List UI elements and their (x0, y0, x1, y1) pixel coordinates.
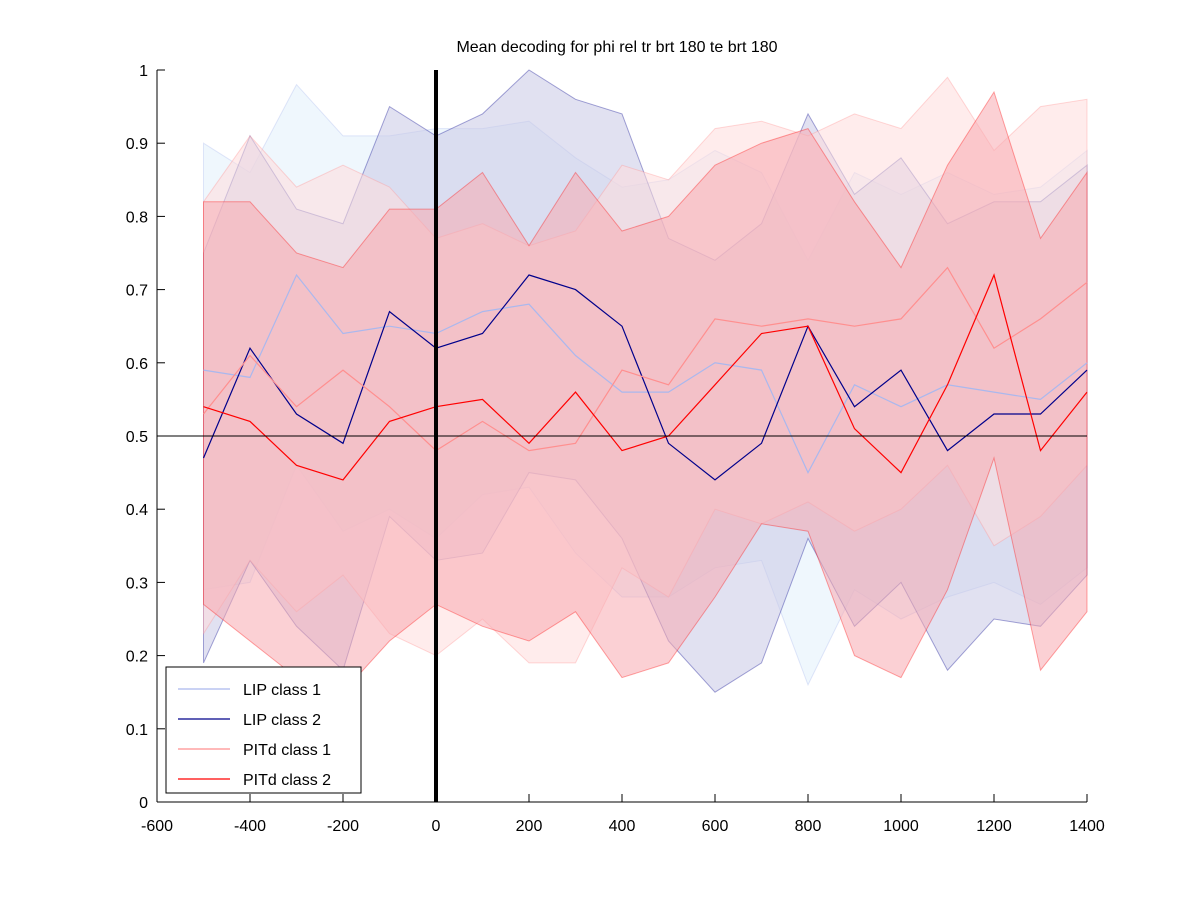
pitd-class-1-legend-label: PITd class 1 (243, 742, 331, 759)
reference-lines (157, 70, 1087, 802)
y-tick-label: 0.6 (126, 356, 148, 373)
legend-box (165, 666, 362, 794)
x-tick-label: 1200 (976, 818, 1012, 835)
x-tick-label: 1000 (883, 818, 919, 835)
y-tick-label: 0.2 (126, 649, 148, 666)
y-tick-label: 1 (139, 63, 148, 80)
x-tick-label: 200 (516, 818, 543, 835)
y-tick-label: 0.4 (126, 502, 148, 519)
axes: -600 -400 -200 0 200 400 600 800 1000 1200 1400 0 0.… (126, 63, 1105, 835)
confidence-bands (203, 69, 1088, 693)
y-tick-label: 0.3 (126, 575, 148, 592)
y-tick-label: 0.8 (126, 209, 148, 226)
y-tick-label: 0.7 (126, 283, 148, 300)
y-tick-label: 0.9 (126, 136, 148, 153)
x-tick-label: 0 (432, 818, 441, 835)
lip-class-1-legend-label: LIP class 1 (243, 682, 321, 699)
x-tick-label: 800 (795, 818, 822, 835)
x-tick-label: 600 (702, 818, 729, 835)
y-tick-label: 0.1 (126, 722, 148, 739)
x-tick-label: 400 (609, 818, 636, 835)
x-tick-label: -400 (234, 818, 266, 835)
chart-title: Mean decoding for phi rel tr brt 180 te … (456, 39, 777, 56)
pitd-class-1-line (203, 266, 1088, 452)
legend: LIP class 1 LIP class 2 PITd class 1 PITd c… (165, 666, 362, 794)
y-tick-label: 0.5 (126, 429, 148, 446)
x-tick-label: -600 (141, 818, 173, 835)
lip-class-2-legend-label: LIP class 2 (243, 712, 321, 729)
series-lines (202, 266, 1088, 481)
y-tick-label: 0 (139, 795, 148, 812)
x-tick-label: -200 (327, 818, 359, 835)
lip-class-1-line (203, 273, 1088, 474)
pitd-class-2-legend-label: PITd class 2 (243, 772, 331, 789)
pitd-class-2-line (203, 273, 1088, 481)
lip-class-2-line (202, 274, 1088, 481)
x-tick-label: 1400 (1069, 818, 1105, 835)
